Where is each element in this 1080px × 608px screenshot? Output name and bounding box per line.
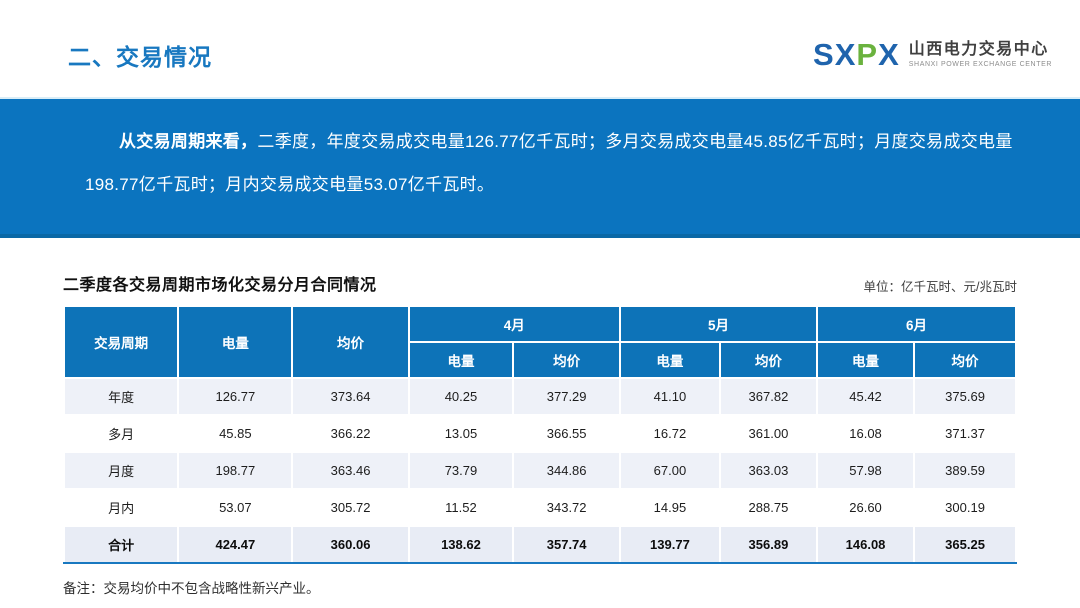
value-cell: 67.00 xyxy=(618,451,721,490)
value-cell: 13.05 xyxy=(407,414,515,453)
table-head-row: 二季度各交易周期市场化交易分月合同情况 单位：亿千瓦时、元/兆瓦时 xyxy=(63,271,1017,295)
table-header: 交易周期 电量 均价 4月 5月 6月 电量 均价 电量 均价 电量 均价 xyxy=(62,305,1018,379)
value-cell: 288.75 xyxy=(718,488,818,527)
value-cell: 366.55 xyxy=(512,414,621,453)
period-cell: 合计 xyxy=(62,525,180,564)
logo-name-cn: 山西电力交易中心 xyxy=(908,41,1049,59)
value-cell: 377.29 xyxy=(512,377,621,416)
period-cell: 月度 xyxy=(62,451,180,490)
table-row: 年度 126.77 373.64 40.25 377.29 41.10 367.82 45.4… xyxy=(62,377,1017,416)
table-row: 月内 53.07 305.72 11.52 343.72 14.95 288.75 26.60… xyxy=(62,488,1017,527)
col-subheader-june-price: 均价 xyxy=(913,341,1017,379)
value-cell: 40.25 xyxy=(407,377,515,416)
value-cell: 16.72 xyxy=(618,414,721,453)
table-row-total: 合计 424.47 360.06 138.62 357.74 139.77 356.89 14… xyxy=(62,525,1017,564)
value-cell: 373.64 xyxy=(291,377,410,416)
value-cell: 41.10 xyxy=(618,377,721,416)
value-cell: 371.37 xyxy=(913,414,1017,453)
top-bar: 二、交易情况 SXPX 山西电力交易中心 SHANXI POWER EXCHAN… xyxy=(0,0,1080,97)
value-cell: 45.85 xyxy=(177,414,294,453)
value-cell: 73.79 xyxy=(407,451,515,490)
value-cell: 198.77 xyxy=(177,451,294,490)
page-title: 二、交易情况 xyxy=(68,43,212,70)
summary-banner: 从交易周期来看，二季度，年度交易成交电量126.77亿千瓦时；多月交易成交电量4… xyxy=(0,97,1080,238)
header-row-top: 交易周期 电量 均价 4月 5月 6月 xyxy=(62,305,1018,379)
value-cell: 363.03 xyxy=(718,451,818,490)
value-cell: 356.89 xyxy=(718,525,818,564)
value-cell: 16.08 xyxy=(815,414,916,453)
value-cell: 424.47 xyxy=(177,525,294,564)
period-cell: 年度 xyxy=(62,377,180,416)
value-cell: 146.08 xyxy=(815,525,916,564)
table-section: 二季度各交易周期市场化交易分月合同情况 单位：亿千瓦时、元/兆瓦时 交易周期 电… xyxy=(0,238,1080,597)
value-cell: 366.22 xyxy=(291,414,410,453)
value-cell: 126.77 xyxy=(177,377,294,416)
header-row-sub: 电量 均价 电量 均价 电量 均价 xyxy=(64,341,1017,379)
value-cell: 26.60 xyxy=(815,488,916,527)
col-subheader-april-volume: 电量 xyxy=(407,341,515,379)
sxpx-logo-mark: SXPX xyxy=(813,39,900,70)
period-cell: 月内 xyxy=(62,488,180,527)
col-header-month-june: 6月 xyxy=(815,305,1018,343)
value-cell: 14.95 xyxy=(618,488,721,527)
value-cell: 53.07 xyxy=(177,488,294,527)
value-cell: 344.86 xyxy=(512,451,621,490)
summary-body: 二季度，年度交易成交电量126.77亿千瓦时；多月交易成交电量45.85亿千瓦时… xyxy=(85,132,1013,195)
value-cell: 305.72 xyxy=(291,488,410,527)
value-cell: 343.72 xyxy=(512,488,621,527)
logo-name-en: SHANXI POWER EXCHANGE CENTER xyxy=(908,60,1052,68)
col-subheader-may-volume: 电量 xyxy=(618,341,721,379)
logo-letters-sx: SX xyxy=(813,37,857,72)
table-row: 多月 45.85 366.22 13.05 366.55 16.72 361.00 16.08… xyxy=(62,414,1017,453)
value-cell: 367.82 xyxy=(718,377,818,416)
value-cell: 363.46 xyxy=(291,451,410,490)
value-cell: 57.98 xyxy=(815,451,916,490)
value-cell: 389.59 xyxy=(913,451,1017,490)
value-cell: 365.25 xyxy=(913,525,1017,564)
logo-letter-x: X xyxy=(878,37,900,72)
value-cell: 300.19 xyxy=(913,488,1017,527)
col-header-period: 交易周期 xyxy=(62,305,180,379)
value-cell: 375.69 xyxy=(913,377,1017,416)
col-header-month-april: 4月 xyxy=(407,305,621,343)
value-cell: 139.77 xyxy=(618,525,721,564)
col-header-volume: 电量 xyxy=(177,305,294,379)
col-subheader-may-price: 均价 xyxy=(718,341,818,379)
logo-letter-p: P xyxy=(856,37,879,72)
sxpx-logo: SXPX 山西电力交易中心 SHANXI POWER EXCHANGE CENT… xyxy=(813,39,1052,70)
value-cell: 11.52 xyxy=(407,488,515,527)
unit-label: 单位：亿千瓦时、元/兆瓦时 xyxy=(863,280,1017,294)
col-subheader-april-price: 均价 xyxy=(512,341,621,379)
table-title: 二季度各交易周期市场化交易分月合同情况 xyxy=(63,277,377,294)
value-cell: 45.42 xyxy=(815,377,916,416)
summary-lead: 从交易周期来看， xyxy=(119,132,258,151)
value-cell: 138.62 xyxy=(407,525,515,564)
summary-text: 从交易周期来看，二季度，年度交易成交电量126.77亿千瓦时；多月交易成交电量4… xyxy=(85,120,1042,207)
monthly-contract-table: 交易周期 电量 均价 4月 5月 6月 电量 均价 电量 均价 电量 均价 年度… xyxy=(62,305,1018,564)
period-cell: 多月 xyxy=(62,414,180,453)
footnote: 备注：交易均价中不包含战略性新兴产业。 xyxy=(63,581,320,596)
col-header-price: 均价 xyxy=(291,305,410,379)
col-subheader-june-volume: 电量 xyxy=(815,341,916,379)
col-header-month-may: 5月 xyxy=(618,305,818,343)
logo-names: 山西电力交易中心 SHANXI POWER EXCHANGE CENTER xyxy=(909,41,1052,68)
table-row: 月度 198.77 363.46 73.79 344.86 67.00 363.03 57.9… xyxy=(62,451,1017,490)
value-cell: 357.74 xyxy=(512,525,621,564)
table-body: 年度 126.77 373.64 40.25 377.29 41.10 367.82 45.4… xyxy=(62,377,1017,564)
value-cell: 360.06 xyxy=(291,525,410,564)
value-cell: 361.00 xyxy=(718,414,818,453)
